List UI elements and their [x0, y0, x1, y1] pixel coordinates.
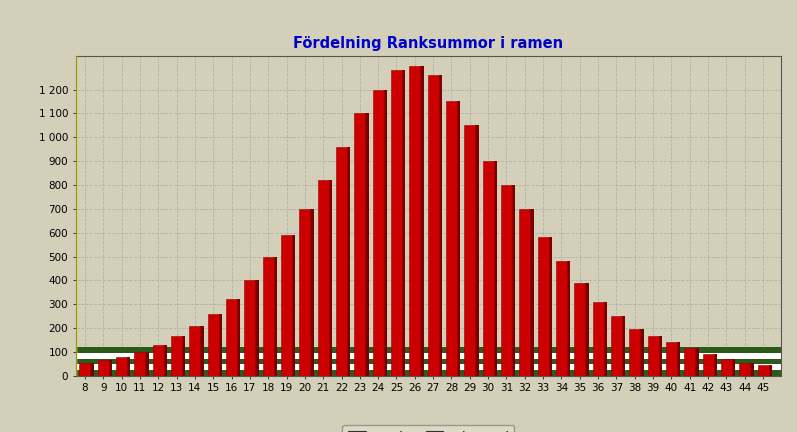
Bar: [483, 161, 493, 376]
Polygon shape: [438, 75, 442, 376]
Bar: [465, 125, 475, 376]
Polygon shape: [90, 363, 94, 376]
Bar: [281, 235, 292, 376]
Polygon shape: [768, 365, 772, 376]
Polygon shape: [365, 114, 369, 376]
Polygon shape: [677, 343, 681, 376]
Bar: [318, 180, 328, 376]
Bar: [67, 370, 797, 376]
Polygon shape: [530, 209, 534, 376]
Bar: [116, 357, 127, 376]
Bar: [355, 114, 365, 376]
Polygon shape: [182, 337, 186, 376]
Polygon shape: [732, 359, 736, 376]
Polygon shape: [420, 66, 424, 376]
Bar: [703, 354, 713, 376]
Polygon shape: [273, 257, 277, 376]
Polygon shape: [127, 357, 131, 376]
Polygon shape: [658, 337, 662, 376]
Bar: [98, 360, 108, 376]
Polygon shape: [512, 185, 516, 376]
Polygon shape: [603, 302, 607, 376]
Polygon shape: [310, 209, 314, 376]
Polygon shape: [68, 56, 76, 376]
Bar: [245, 280, 255, 376]
Bar: [520, 209, 530, 376]
Polygon shape: [713, 354, 717, 376]
Bar: [648, 337, 658, 376]
Bar: [67, 388, 797, 393]
Bar: [208, 314, 218, 376]
Bar: [67, 364, 797, 370]
Bar: [391, 70, 402, 376]
Bar: [373, 89, 383, 376]
Bar: [67, 347, 797, 353]
Bar: [666, 343, 677, 376]
Bar: [67, 359, 797, 364]
Bar: [758, 365, 768, 376]
Polygon shape: [328, 180, 332, 376]
Legend: Totalt, Ditt urval: Totalt, Ditt urval: [342, 425, 515, 432]
Polygon shape: [108, 360, 112, 376]
Bar: [135, 352, 145, 376]
Polygon shape: [640, 329, 644, 376]
Bar: [171, 337, 182, 376]
Bar: [685, 348, 695, 376]
Bar: [67, 376, 797, 381]
Bar: [740, 363, 750, 376]
Bar: [556, 261, 567, 376]
Bar: [410, 66, 420, 376]
Bar: [67, 393, 797, 399]
Title: Fördelning Ranksummor i ramen: Fördelning Ranksummor i ramen: [293, 36, 563, 51]
Polygon shape: [567, 261, 571, 376]
Polygon shape: [163, 345, 167, 376]
Bar: [336, 147, 347, 376]
Bar: [67, 381, 797, 388]
Bar: [67, 353, 797, 359]
Bar: [721, 359, 732, 376]
Polygon shape: [750, 363, 754, 376]
Polygon shape: [622, 316, 626, 376]
Polygon shape: [695, 348, 699, 376]
Bar: [80, 363, 90, 376]
Polygon shape: [347, 147, 351, 376]
Bar: [300, 209, 310, 376]
Polygon shape: [200, 326, 204, 376]
Polygon shape: [237, 299, 241, 376]
Polygon shape: [457, 102, 461, 376]
Polygon shape: [218, 314, 222, 376]
Bar: [446, 102, 457, 376]
Bar: [153, 345, 163, 376]
Bar: [575, 283, 585, 376]
Polygon shape: [145, 352, 149, 376]
Polygon shape: [383, 89, 387, 376]
Polygon shape: [585, 283, 589, 376]
Polygon shape: [402, 70, 406, 376]
Polygon shape: [255, 280, 259, 376]
Bar: [611, 316, 622, 376]
Bar: [190, 326, 200, 376]
Bar: [428, 75, 438, 376]
Bar: [226, 299, 237, 376]
Polygon shape: [493, 161, 497, 376]
Polygon shape: [475, 125, 479, 376]
Polygon shape: [292, 235, 296, 376]
Polygon shape: [548, 238, 552, 376]
Bar: [593, 302, 603, 376]
Bar: [263, 257, 273, 376]
Bar: [501, 185, 512, 376]
Bar: [630, 329, 640, 376]
Bar: [538, 238, 548, 376]
